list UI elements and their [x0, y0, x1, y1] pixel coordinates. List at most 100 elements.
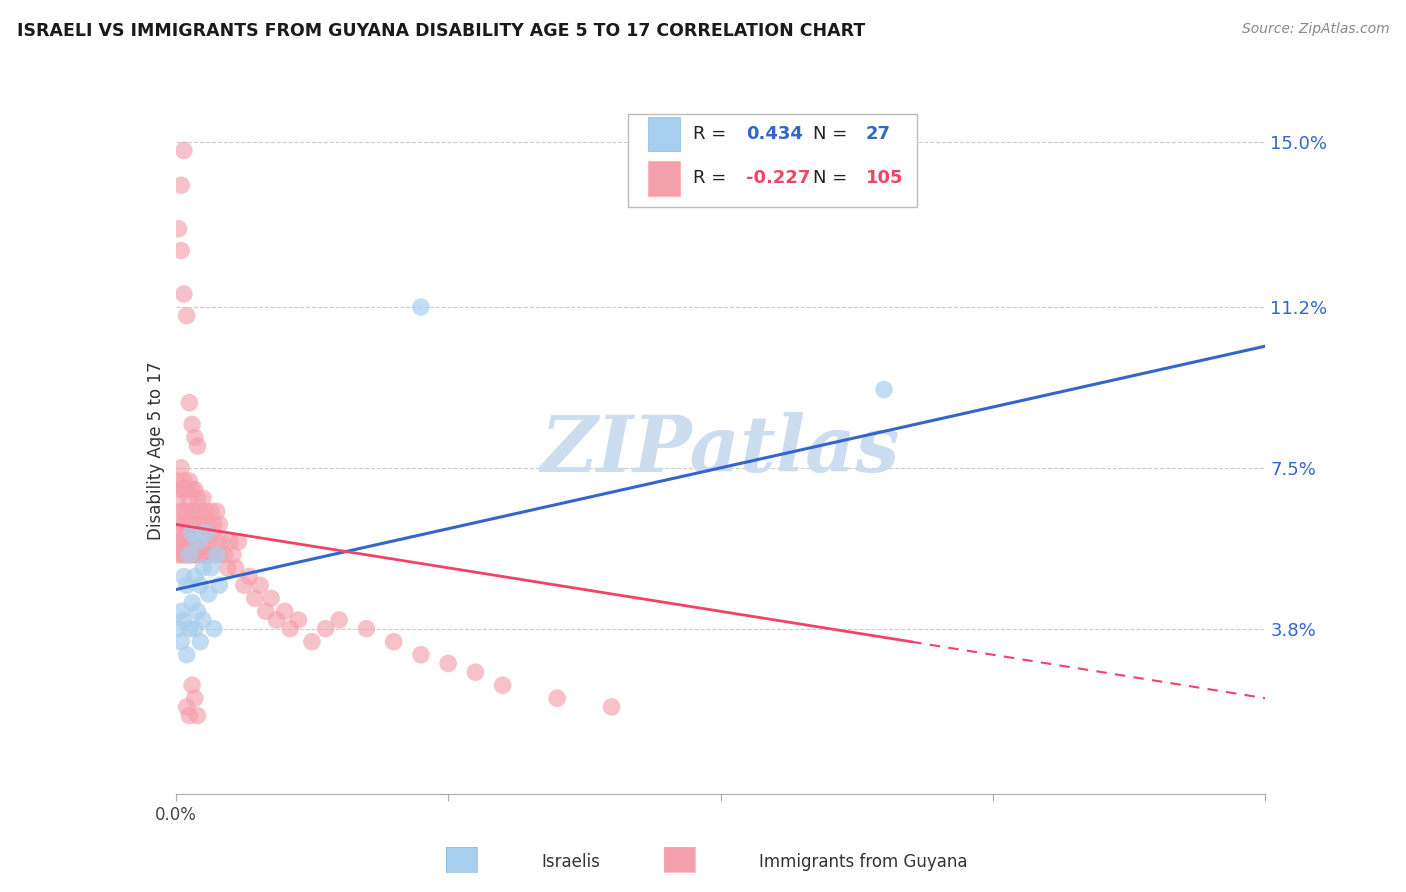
Point [188, 548, 211, 562]
Point [191, 561, 214, 575]
Point [179, 622, 201, 636]
Point [173, 287, 195, 301]
Point [205, 534, 228, 549]
Point [228, 534, 250, 549]
Point [179, 548, 201, 562]
Point [437, 657, 460, 671]
Point [184, 548, 207, 562]
Point [170, 178, 193, 193]
Point [464, 665, 486, 680]
Point [200, 504, 222, 518]
Point [200, 561, 222, 575]
Point [191, 517, 214, 532]
Text: -0.227: -0.227 [745, 169, 810, 187]
Point [167, 221, 190, 235]
Point [409, 300, 432, 314]
Point [186, 708, 209, 723]
Point [170, 244, 193, 258]
Point [186, 534, 209, 549]
Point [176, 504, 198, 518]
Point [184, 483, 207, 497]
Point [173, 483, 195, 497]
Text: Israelis: Israelis [541, 853, 600, 871]
Point [188, 526, 211, 541]
Point [176, 578, 198, 592]
Point [214, 548, 236, 562]
Point [328, 613, 350, 627]
Point [184, 622, 207, 636]
Point [600, 700, 623, 714]
Point [184, 504, 207, 518]
Text: N =: N = [813, 125, 853, 143]
Point [249, 578, 271, 592]
Text: R =: R = [693, 169, 733, 187]
Point [191, 548, 214, 562]
Point [170, 634, 193, 648]
Point [179, 517, 201, 532]
Point [194, 526, 217, 541]
Point [873, 383, 896, 397]
Point [181, 504, 204, 518]
Point [167, 622, 190, 636]
Point [179, 474, 201, 488]
Point [173, 144, 195, 158]
Point [176, 526, 198, 541]
Point [179, 534, 201, 549]
Point [238, 569, 260, 583]
Point [181, 526, 204, 541]
Point [217, 561, 239, 575]
Point [179, 708, 201, 723]
Point [167, 517, 190, 532]
Y-axis label: Disability Age 5 to 17: Disability Age 5 to 17 [146, 361, 165, 540]
Point [208, 548, 231, 562]
Point [202, 622, 225, 636]
Point [186, 491, 209, 506]
Point [184, 534, 207, 549]
Point [179, 395, 201, 409]
Text: ISRAELI VS IMMIGRANTS FROM GUYANA DISABILITY AGE 5 TO 17 CORRELATION CHART: ISRAELI VS IMMIGRANTS FROM GUYANA DISABI… [17, 22, 865, 40]
Point [170, 504, 193, 518]
Point [278, 622, 301, 636]
Point [409, 648, 432, 662]
Text: Immigrants from Guyana: Immigrants from Guyana [759, 853, 967, 871]
Point [173, 613, 195, 627]
Point [301, 634, 323, 648]
Point [191, 534, 214, 549]
Point [287, 613, 309, 627]
Point [186, 534, 209, 549]
Text: 0.0%: 0.0% [155, 806, 197, 824]
Point [266, 613, 288, 627]
Point [205, 504, 228, 518]
Text: N =: N = [813, 169, 853, 187]
Point [173, 548, 195, 562]
Bar [648, 161, 681, 195]
Point [184, 569, 207, 583]
Point [170, 483, 193, 497]
Point [186, 548, 209, 562]
Point [222, 548, 245, 562]
Point [173, 534, 195, 549]
Point [173, 474, 195, 488]
Point [170, 534, 193, 549]
Point [176, 648, 198, 662]
Point [492, 678, 515, 692]
Point [184, 526, 207, 541]
Point [181, 678, 204, 692]
Point [205, 548, 228, 562]
Point [260, 591, 283, 606]
Point [184, 430, 207, 444]
Point [179, 491, 201, 506]
Point [188, 634, 211, 648]
Point [197, 534, 219, 549]
Point [194, 526, 217, 541]
Point [186, 439, 209, 453]
Point [176, 548, 198, 562]
Point [188, 578, 211, 592]
Point [176, 309, 198, 323]
Point [200, 526, 222, 541]
Text: 27: 27 [866, 125, 890, 143]
Point [181, 596, 204, 610]
Bar [648, 117, 681, 151]
Text: 105: 105 [866, 169, 903, 187]
Point [191, 613, 214, 627]
